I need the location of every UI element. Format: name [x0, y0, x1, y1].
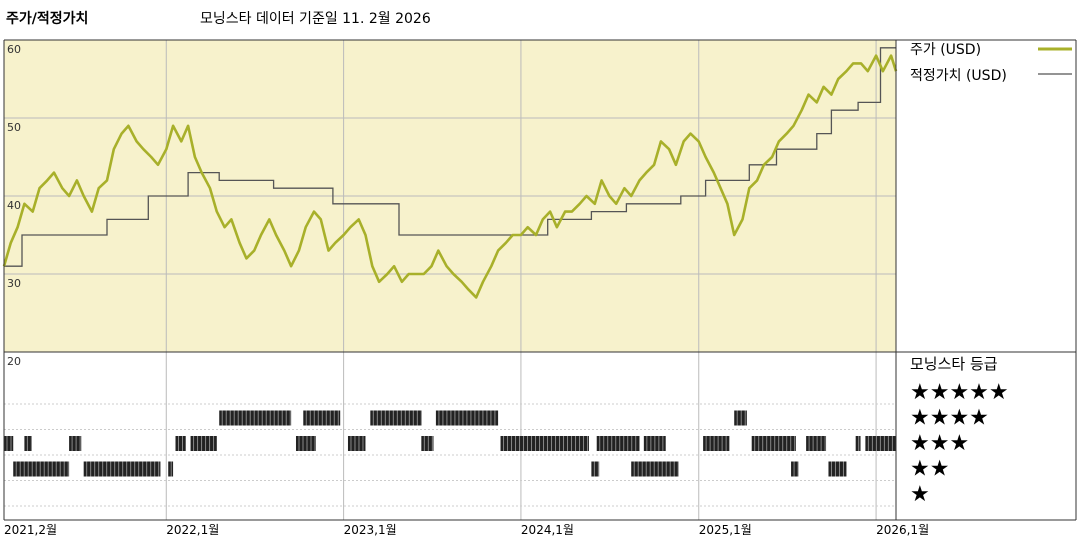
rating-bar-fill: [168, 461, 174, 477]
rating-bar-fill: [190, 436, 217, 451]
rating-period-bar: [13, 461, 70, 477]
rating-bar-fill: [219, 410, 292, 426]
rating-period-bar: [643, 436, 666, 451]
rating-stars-4: ★★★★: [910, 406, 989, 431]
y-tick-label: 30: [7, 277, 21, 290]
rating-period-bar: [295, 436, 316, 451]
rating-stars-2: ★★: [910, 457, 949, 482]
rating-period-bar: [421, 436, 434, 451]
rating-bar-fill: [347, 436, 366, 451]
rating-bar-fill: [24, 436, 32, 451]
rating-bar-fill: [828, 461, 847, 477]
x-tick-label: 2025,1월: [699, 523, 752, 537]
rating-bar-fill: [303, 410, 341, 426]
y-axis-ticks: 60 50 40 30 20: [7, 43, 21, 368]
rating-bar-fill: [591, 461, 600, 477]
rating-stars-3: ★★★: [910, 431, 969, 456]
x-axis-ticks: 2021,2월 2022,1월 2023,1월 2024,1월 2025,1월 2026,…: [4, 523, 929, 537]
rating-period-bar: [370, 410, 422, 426]
rating-period-bar: [219, 410, 292, 426]
y-tick-label: 50: [7, 121, 21, 134]
x-tick-label: 2022,1월: [166, 523, 219, 537]
rating-legend: 모닝스타 등급 ★★★★★★★★★★★★★★★: [910, 355, 1009, 507]
rating-period-bar: [596, 436, 640, 451]
rating-bar-fill: [421, 436, 434, 451]
rating-period-bar: [347, 436, 366, 451]
rating-bar-fill: [500, 436, 589, 451]
rating-bar-fill: [703, 436, 730, 451]
rating-period-bar: [69, 436, 82, 451]
legend-fair-value-label: 적정가치 (USD): [910, 68, 1007, 84]
rating-period-bar: [734, 410, 747, 426]
rating-period-bar: [828, 461, 847, 477]
rating-period-bar: [806, 436, 827, 451]
rating-bar-fill: [855, 436, 861, 451]
fair-value-line: [4, 47, 896, 267]
rating-bar-fill: [69, 436, 82, 451]
rating-bar-fill: [370, 410, 422, 426]
x-tick-label: 2024,1월: [521, 523, 574, 537]
rating-bar-fill: [13, 461, 70, 477]
rating-period-bar: [751, 436, 796, 451]
price-line: [2, 54, 898, 299]
rating-stars-5: ★★★★★: [910, 380, 1009, 405]
rating-period-bar: [855, 436, 861, 451]
rating-title: 모닝스타 등급: [910, 355, 998, 373]
rating-period-bar: [435, 410, 499, 426]
chart-subtitle: 모닝스타 데이터 기준일 11. 2월 2026: [200, 11, 431, 27]
rating-bars: [4, 410, 896, 477]
legend-price-label: 주가 (USD): [910, 42, 981, 58]
x-tick-label: 2026,1월: [876, 523, 929, 537]
rating-bar-fill: [596, 436, 640, 451]
rating-period-bar: [190, 436, 217, 451]
rating-bar-fill: [83, 461, 161, 477]
rating-period-bar: [631, 461, 679, 477]
rating-period-bar: [24, 436, 32, 451]
rating-period-bar: [500, 436, 589, 451]
y-tick-label: 20: [7, 355, 21, 368]
chart-frame: [3, 39, 1077, 521]
rating-bar-fill: [4, 436, 14, 451]
rating-period-bar: [791, 461, 799, 477]
x-tick-label: 2021,2월: [4, 523, 57, 537]
rating-period-bar: [168, 461, 174, 477]
rating-period-bar: [865, 436, 896, 451]
rating-grid: [4, 403, 896, 507]
chart-title: 주가/적정가치: [6, 11, 89, 27]
rating-period-bar: [83, 461, 161, 477]
rating-period-bar: [591, 461, 600, 477]
rating-period-bar: [703, 436, 730, 451]
rating-bar-fill: [175, 436, 186, 451]
y-tick-label: 60: [7, 43, 21, 56]
rating-stars-1: ★: [910, 482, 930, 507]
legend: 주가 (USD) 적정가치 (USD): [910, 42, 1072, 84]
rating-period-bar: [4, 436, 14, 451]
rating-period-bar: [303, 410, 341, 426]
x-tick-label: 2023,1월: [344, 523, 397, 537]
y-tick-label: 40: [7, 199, 21, 212]
rating-bar-fill: [791, 461, 799, 477]
rating-period-bar: [175, 436, 186, 451]
